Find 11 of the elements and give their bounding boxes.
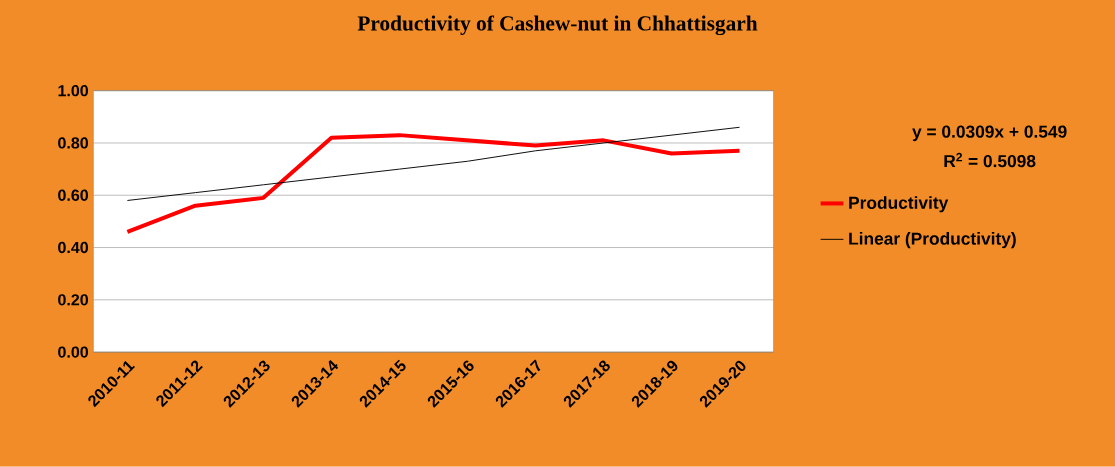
- y-tick-label: 0.20: [58, 294, 88, 306]
- legend-label: Productivity: [849, 196, 949, 213]
- y-tick-label: 0.40: [58, 241, 88, 254]
- text: y = 0.0309x + 0.549: [912, 125, 1067, 142]
- legend-label: Linear (Productivity): [849, 232, 1016, 249]
- y-tick-label: 0.80: [58, 137, 88, 149]
- chart-title: Productivity of Cashew-nut in Chhattisgarh: [357, 15, 758, 36]
- y-tick-label: 0.60: [58, 189, 88, 201]
- y-tick-label: 1.00: [58, 85, 88, 97]
- y-tick-label: 0.00: [58, 346, 88, 358]
- text: R$^{2}$ = 0.5098: [944, 152, 1036, 168]
